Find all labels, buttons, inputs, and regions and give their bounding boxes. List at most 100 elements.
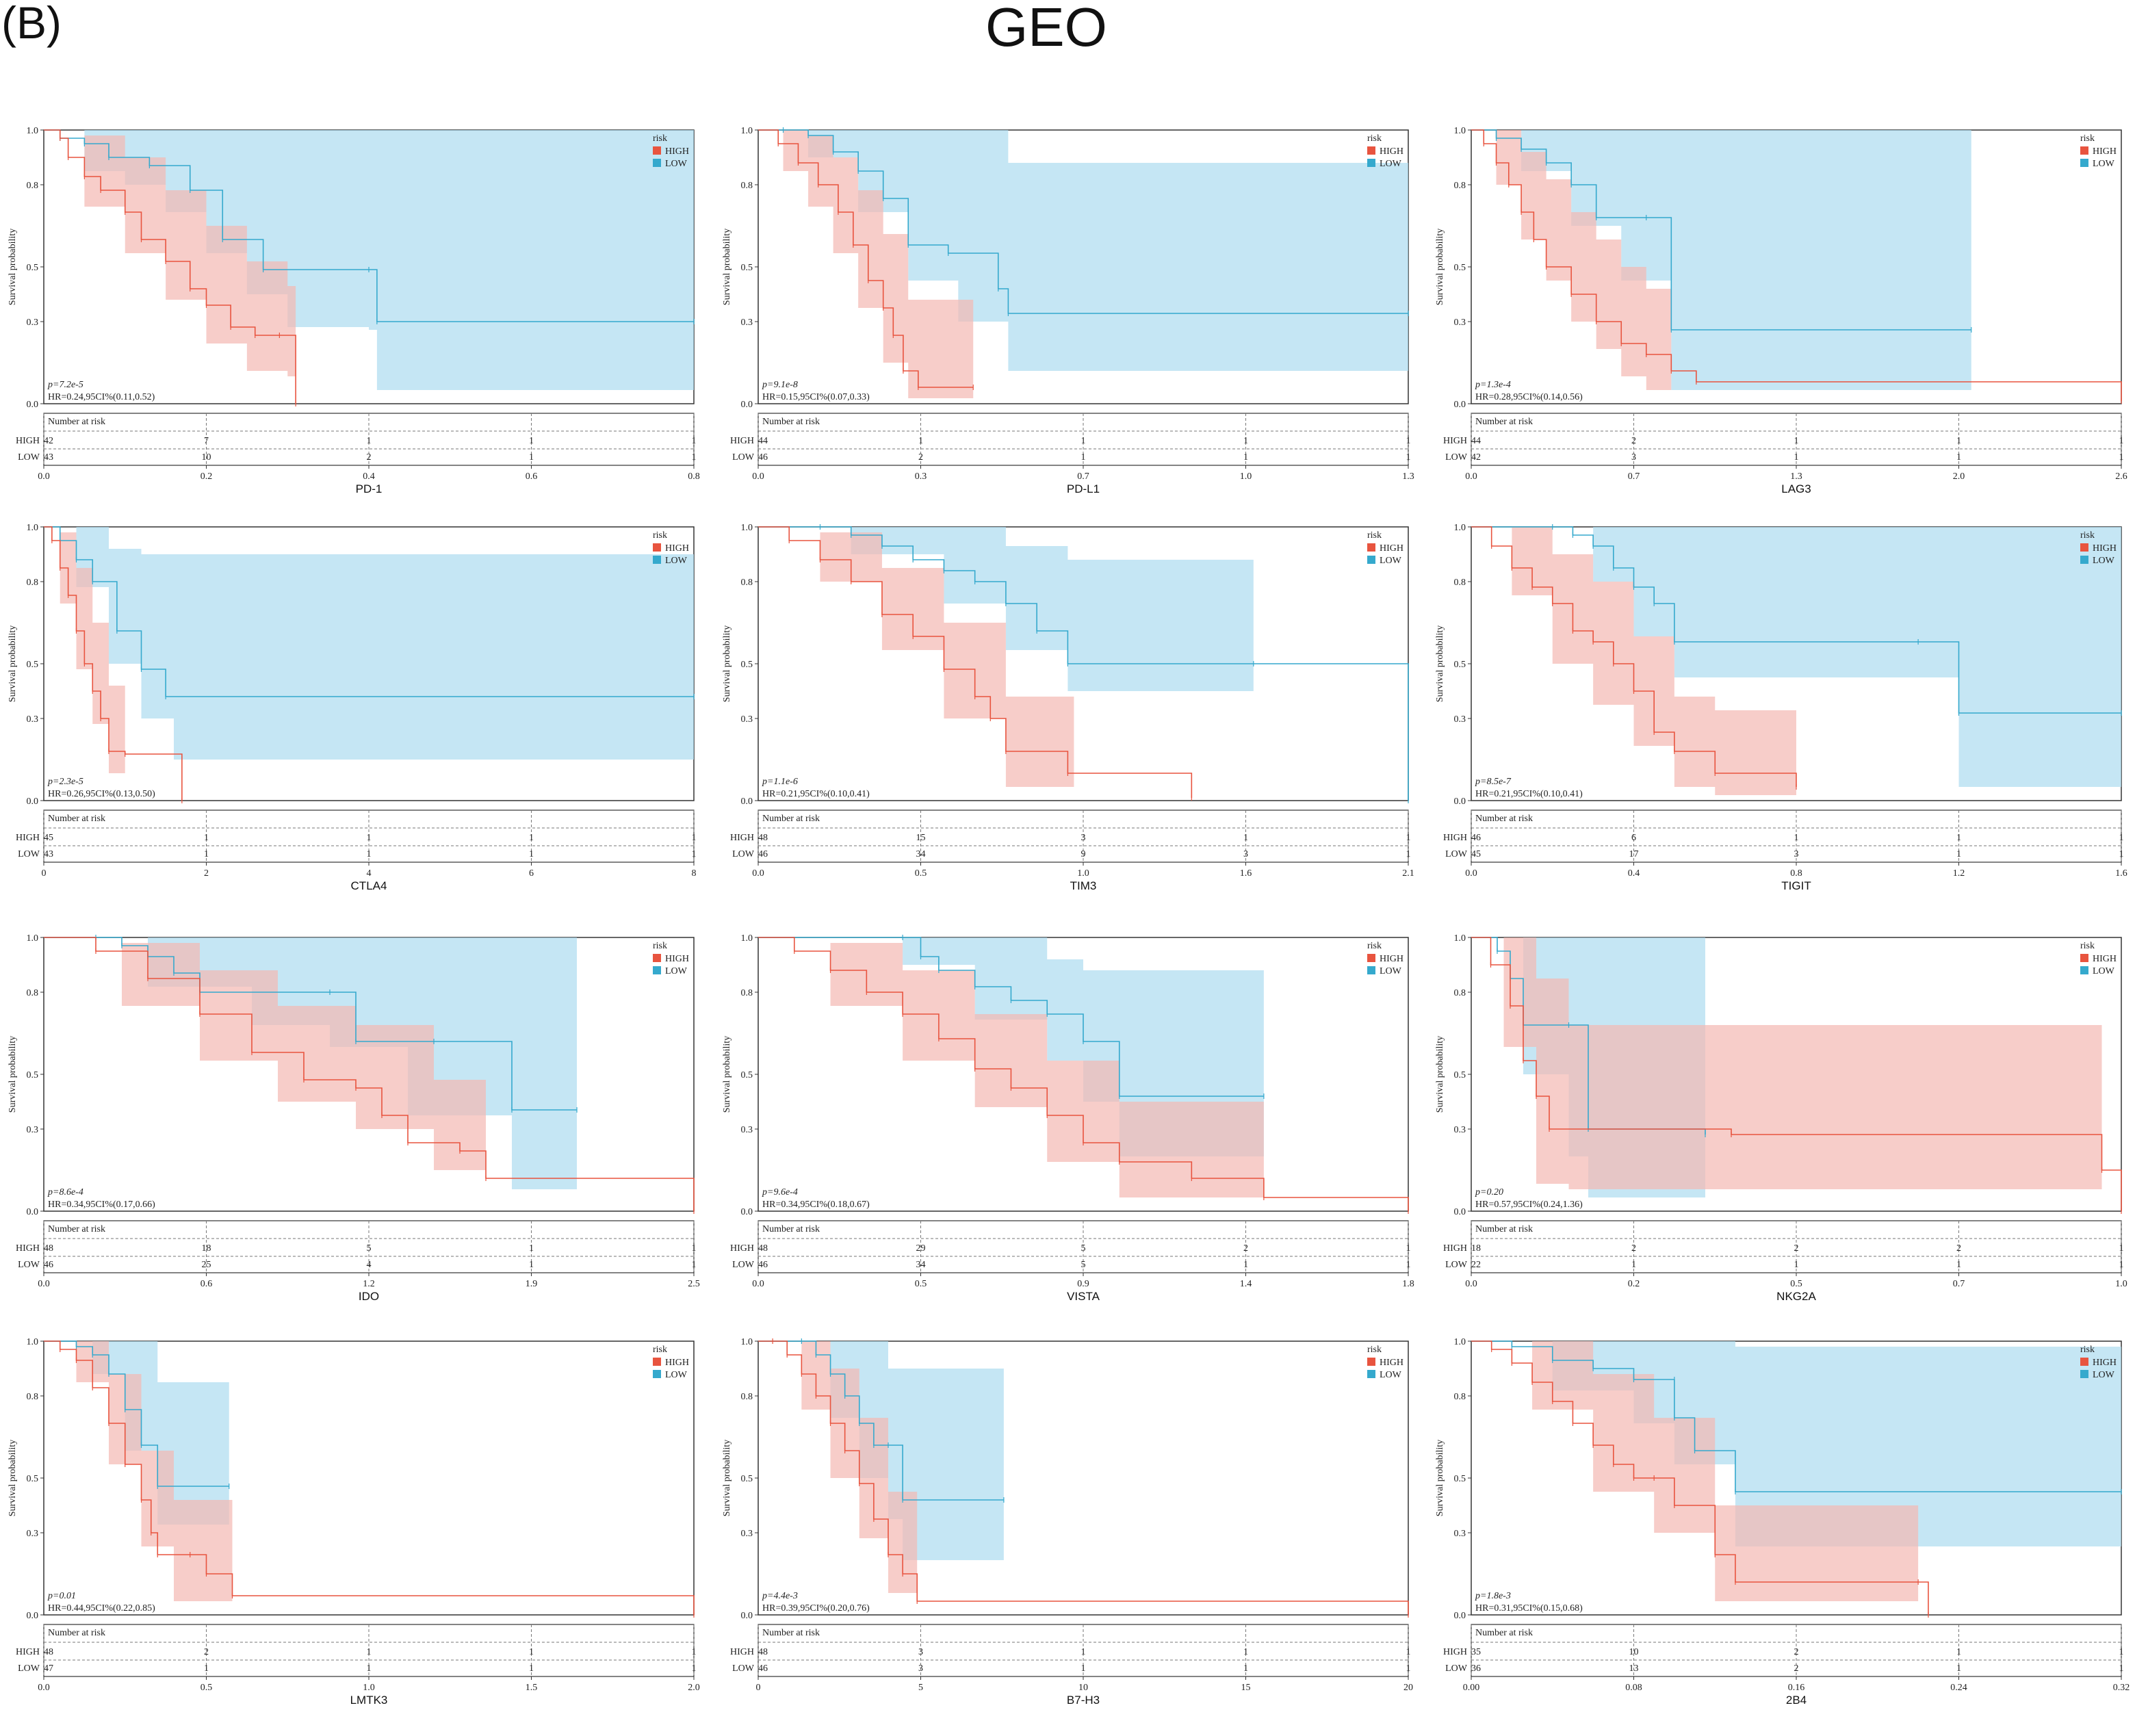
y-tick-label: 0.3 [27,1125,39,1135]
legend-label-low: LOW [1380,966,1402,976]
y-tick-label: 0.8 [1454,1392,1466,1402]
y-tick-label: 0.5 [1454,1474,1466,1484]
legend-swatch-low [653,966,661,974]
survival-curve-high [758,526,1193,798]
km-chart-svg: 1.0 0.8 0.5 0.3 0.0 Survival probability risk H… [1435,523,2127,892]
risk-count-high: 1 [1243,436,1248,446]
risk-row-label-low: LOW [732,849,755,859]
km-panel-2b4: 1.0 0.8 0.5 0.3 0.0 Survival probability risk H… [1427,1314,2130,1707]
x-tick-label: 4 [367,868,372,879]
y-tick-label: 0.0 [1454,796,1466,807]
x-axis-label: B7-H3 [1067,1694,1100,1707]
x-tick-label: 1.8 [1402,1279,1414,1289]
risk-table: Number at risk HIGH LOW 48 47 0.0 2 1 0.5 1 1 1.0 1 1… [16,1624,700,1707]
y-tick-label: 0.5 [27,660,39,670]
y-axis-label: Survival probability [1435,625,1445,702]
x-tick-label: 0.2 [1628,1279,1640,1289]
risk-count-high: 1 [1081,436,1086,446]
risk-row-label-low: LOW [1445,452,1468,463]
y-tick-label: 0.8 [741,578,753,588]
km-chart-svg: 1.0 0.8 0.5 0.3 0.0 Survival probability risk H… [722,126,1414,495]
legend-label-low: LOW [665,159,688,169]
risk-row-label-low: LOW [18,849,40,859]
ci-band-high [44,130,296,376]
legend-swatch-high [2080,543,2088,552]
y-axis-label: Survival probability [8,1036,18,1113]
risk-count-low: 34 [916,1260,926,1270]
ci-band-high [44,937,486,1197]
risk-count-low: 22 [1471,1260,1481,1270]
risk-count-high: 2 [1243,1243,1248,1254]
risk-count-low: 46 [758,1260,768,1270]
risk-count-high: 1 [529,1243,534,1254]
risk-row-label-high: HIGH [16,1243,40,1254]
legend-swatch-low [2080,1370,2088,1378]
km-chart-svg: 1.0 0.8 0.5 0.3 0.0 Survival probability risk H… [1435,933,2127,1303]
x-axis-label: TIM3 [1070,879,1097,892]
y-tick-label: 0.3 [741,318,753,328]
legend-label-low: LOW [665,966,688,976]
y-tick-label: 0.5 [741,1070,753,1080]
y-tick-label: 0.3 [1454,714,1466,725]
y-tick-label: 0.3 [741,1529,753,1539]
risk-table-title: Number at risk [48,1628,105,1638]
x-tick-label: 0.24 [1950,1683,1967,1693]
risk-count-high: 3 [918,1647,923,1657]
risk-table-title: Number at risk [762,1628,820,1638]
x-tick-label: 1.0 [1240,471,1252,482]
y-tick-label: 0.3 [27,318,39,328]
risk-count-high: 1 [367,436,372,446]
km-plot-group: 1.0 0.8 0.5 0.3 0.0 Survival probability risk H… [8,126,700,495]
risk-row-label-high: HIGH [1443,436,1467,446]
risk-count-low: 1 [692,849,697,859]
km-plot-group: 1.0 0.8 0.5 0.3 0.0 Survival probability risk H… [8,933,700,1303]
ci-band-high [1471,937,2102,1189]
x-tick-label: 0.08 [1625,1683,1642,1693]
survival-curve-low [758,937,1264,1097]
risk-table-title: Number at risk [762,417,820,427]
risk-count-high: 1 [692,436,697,446]
survival-curve-low [1471,1340,2121,1492]
risk-table-title: Number at risk [48,1224,105,1234]
y-axis-label: Survival probability [722,1440,732,1516]
p-value: p=7.2e-5 [47,380,83,390]
ci-band-low [758,130,1408,371]
risk-count-low: 1 [204,1663,209,1674]
risk-count-low: 3 [1243,849,1248,859]
risk-count-high: 1 [1956,833,1961,843]
risk-count-low: 45 [1471,849,1481,859]
risk-count-high: 1 [1081,1647,1086,1657]
y-tick-label: 1.0 [27,523,39,533]
hazard-ratio: HR=0.21,95CI%(0.10,0.41) [1475,789,1583,799]
p-value: p=0.20 [1475,1187,1503,1197]
x-axis-label: PD-1 [356,482,383,495]
risk-count-low: 1 [1243,452,1248,463]
km-plot-group: 1.0 0.8 0.5 0.3 0.0 Survival probability risk H… [722,126,1414,495]
y-axis-label: Survival probability [8,229,18,305]
risk-count-high: 2 [204,1647,209,1657]
y-tick-label: 0.8 [27,181,39,191]
legend-title: risk [1367,133,1382,144]
km-chart-svg: 1.0 0.8 0.5 0.3 0.0 Survival probability risk H… [1435,1337,2130,1707]
km-plot-group: 1.0 0.8 0.5 0.3 0.0 Survival probability risk H… [1435,523,2127,892]
risk-count-low: 1 [1406,452,1411,463]
x-tick-label: 0.5 [200,1683,213,1693]
risk-row-label-high: HIGH [16,436,40,446]
p-value: p=9.6e-4 [762,1187,798,1197]
y-axis-label: Survival probability [1435,1036,1445,1113]
risk-count-low: 1 [2119,1260,2124,1270]
legend-label-low: LOW [665,1370,688,1380]
x-tick-label: 0.0 [752,868,764,879]
x-tick-label: 15 [1241,1683,1251,1693]
risk-count-low: 1 [1956,1663,1961,1674]
km-chart-svg: 1.0 0.8 0.5 0.3 0.0 Survival probability risk H… [722,933,1414,1303]
legend-swatch-low [653,159,661,167]
y-tick-label: 1.0 [27,1337,39,1347]
risk-count-low: 1 [367,849,372,859]
x-tick-label: 0.0 [752,471,764,482]
km-chart-svg: 1.0 0.8 0.5 0.3 0.0 Survival probability risk H… [8,523,697,892]
km-plot-group: 1.0 0.8 0.5 0.3 0.0 Survival probability risk H… [1435,126,2127,495]
x-tick-label: 0.0 [38,471,50,482]
